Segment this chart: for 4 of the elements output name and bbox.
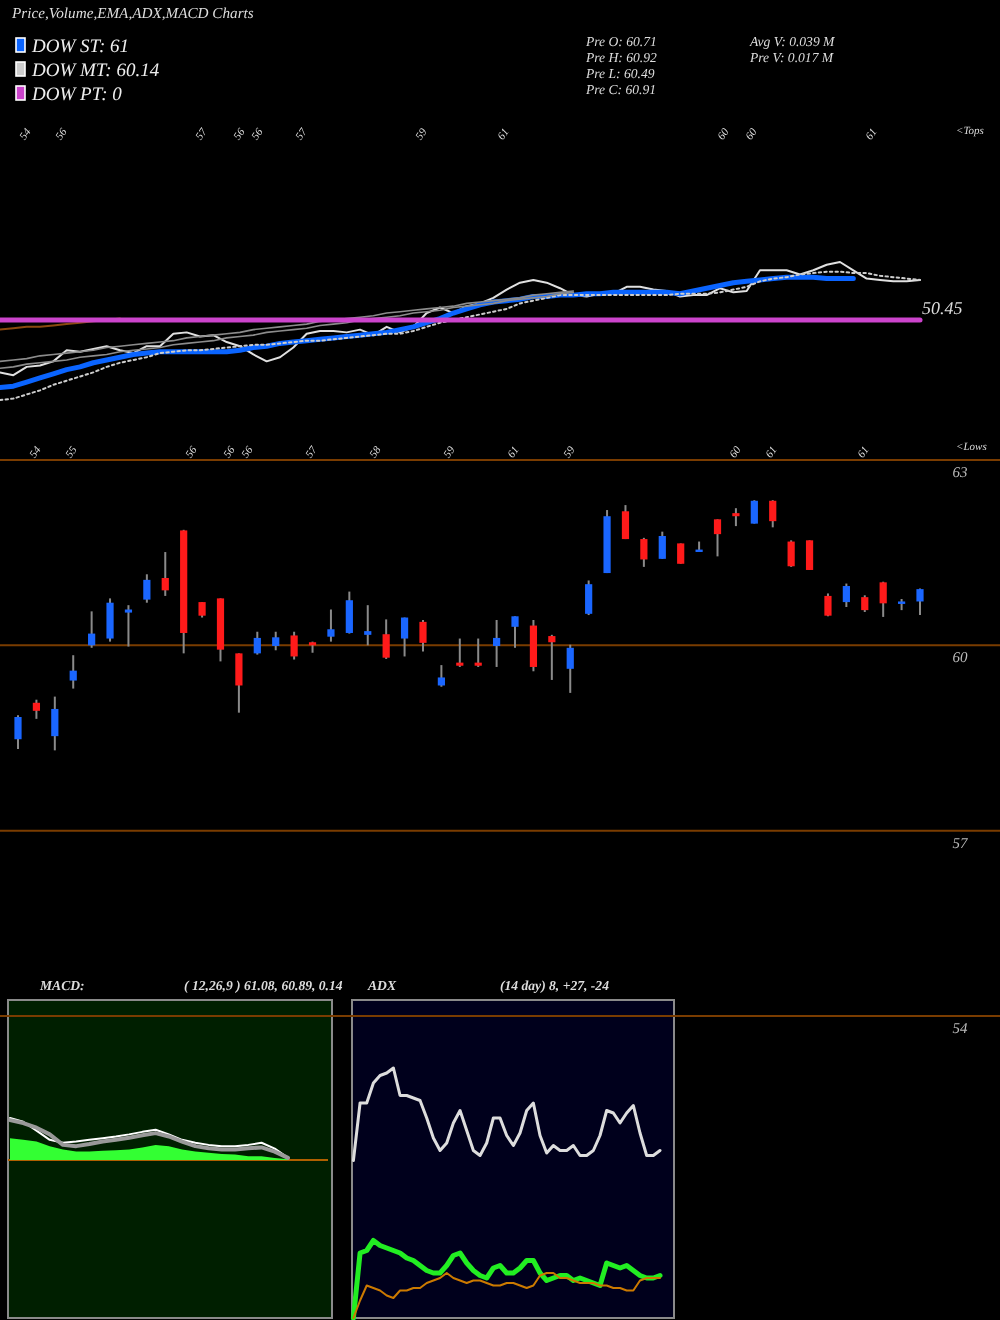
legend-label: DOW ST: 61 [30,38,130,58]
legend-label: DOW PT: 0 [30,86,123,106]
annotation: 50.45 [922,298,964,318]
legend-label: DOW MT: 60.14 [30,62,160,82]
